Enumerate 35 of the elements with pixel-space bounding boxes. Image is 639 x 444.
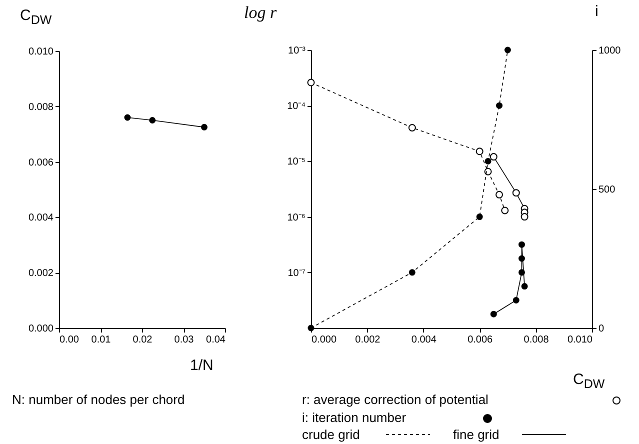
- x-tick-label: 0.00: [60, 334, 80, 346]
- text: r: average correction of potential: [302, 392, 488, 407]
- y-tick-label: 0.000: [28, 324, 54, 334]
- y-axis-title: log r: [244, 3, 277, 22]
- y-tick-label: 0.006: [28, 157, 54, 168]
- x-tick-label: 0.004: [411, 334, 437, 346]
- x-tick-label: 0.01: [91, 334, 112, 346]
- y-tick-label: 10⁻⁴: [287, 101, 306, 112]
- y-axis-title: C$_{DW}$: [20, 7, 52, 27]
- x-axis-title: 1/N: [190, 357, 214, 374]
- x-tick-label: 0.000: [312, 334, 337, 346]
- y2-tick-label: 0: [598, 324, 604, 334]
- y-tick-label: 0.004: [28, 212, 54, 224]
- y-tick-label: 0.010: [28, 46, 54, 58]
- y2-tick-label: 500: [598, 184, 616, 196]
- y-tick-label: 10⁻⁵: [287, 156, 306, 168]
- x-tick-label: 0.008: [524, 334, 550, 346]
- y-tick-label: 10⁻³: [288, 46, 306, 56]
- text: fine grid: [453, 427, 500, 442]
- x-axis-title: C$_{DW}$: [573, 371, 605, 391]
- text: N: number of nodes per chord: [12, 392, 185, 407]
- x-tick-label: 0.002: [355, 334, 381, 346]
- x-tick-label: 0.02: [132, 334, 153, 346]
- y2-axis-title: i: [595, 3, 598, 20]
- x-tick-label: 0.03: [174, 334, 194, 346]
- x-tick-label: 0.04: [206, 334, 226, 346]
- text: crude grid: [302, 427, 360, 442]
- text: i: iteration number: [302, 410, 406, 425]
- y-tick-label: 10⁻⁷: [288, 268, 306, 279]
- y-tick-label: 0.002: [28, 268, 54, 280]
- x-tick-label: 0.010: [567, 334, 593, 346]
- x-tick-label: 0.006: [468, 334, 494, 346]
- y-tick-label: 0.008: [28, 102, 54, 113]
- y-tick-label: 10⁻⁶: [287, 212, 306, 224]
- y2-tick-label: 1000: [598, 46, 622, 56]
